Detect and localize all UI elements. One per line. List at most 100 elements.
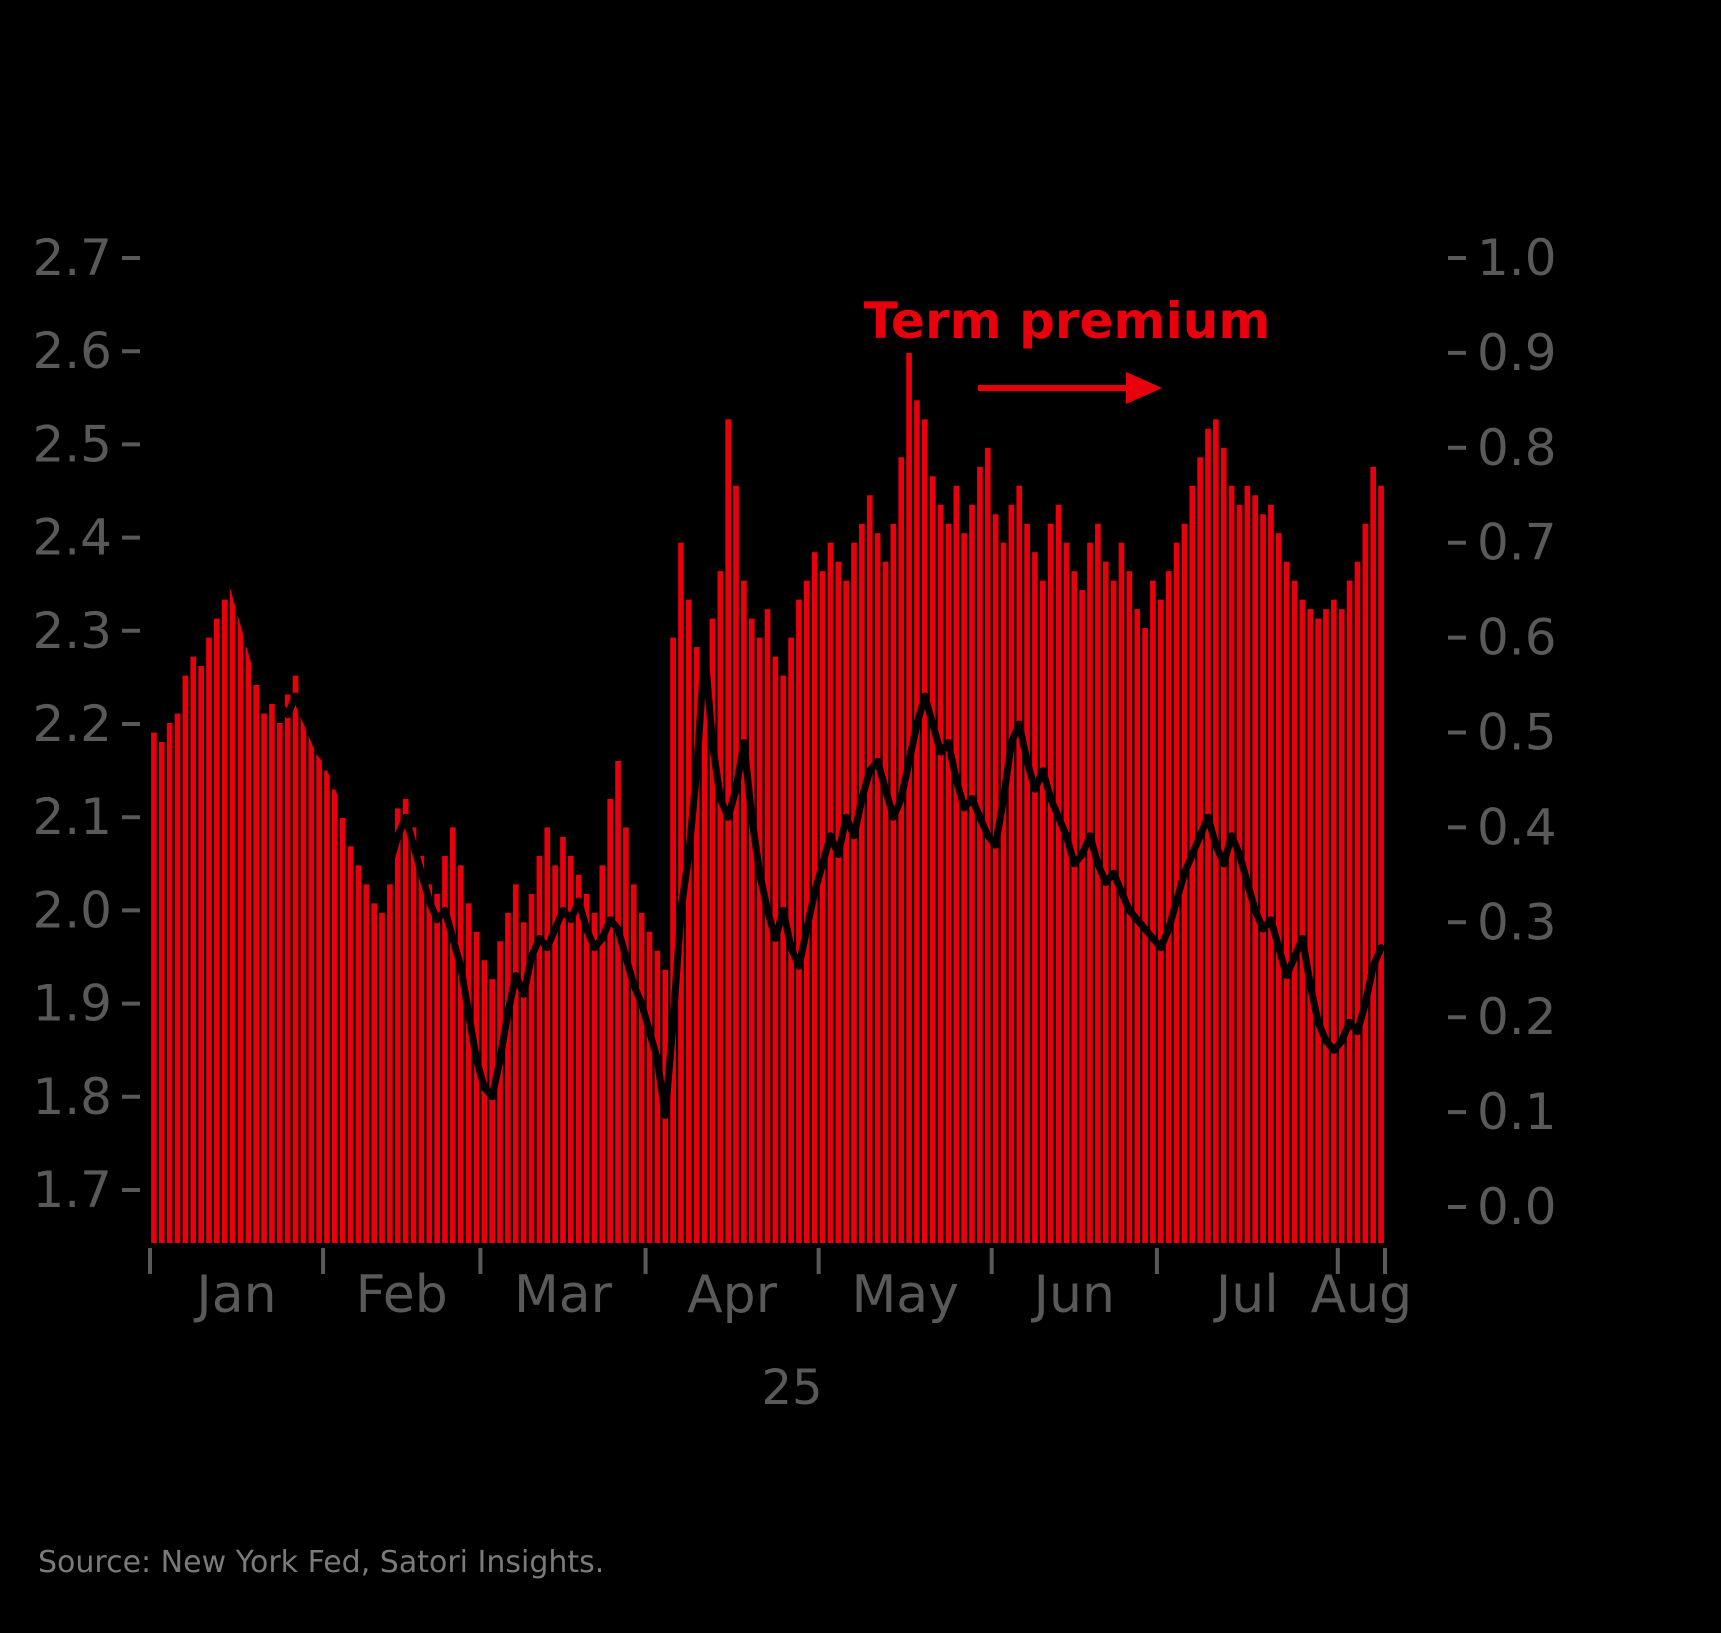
bar	[1000, 542, 1007, 1243]
bar	[1063, 542, 1070, 1243]
bar	[1228, 485, 1235, 1243]
bar	[214, 618, 220, 1243]
bar	[1291, 580, 1298, 1243]
bar	[1095, 523, 1101, 1243]
bar	[528, 893, 535, 1243]
x-axis-month-label: May	[851, 1265, 959, 1325]
bar	[748, 618, 755, 1243]
bar	[859, 523, 865, 1243]
bar	[599, 865, 606, 1243]
bar	[560, 836, 566, 1243]
bar	[158, 741, 165, 1243]
term-premium-arrow-icon	[978, 372, 1162, 404]
bar	[339, 817, 346, 1243]
bar	[512, 884, 519, 1243]
bar	[1150, 580, 1156, 1243]
right-axis-tick-label: 0.0	[1477, 1178, 1557, 1236]
bar	[308, 732, 315, 1243]
bar	[1268, 504, 1274, 1243]
bar	[1087, 542, 1093, 1243]
bar	[1165, 571, 1172, 1243]
right-axis-tick-label: 0.9	[1477, 324, 1557, 382]
bar	[819, 571, 826, 1243]
bar	[969, 504, 975, 1243]
bar	[481, 960, 488, 1243]
bar	[505, 912, 511, 1243]
bar	[890, 523, 897, 1243]
bar	[284, 694, 291, 1243]
bar	[843, 580, 849, 1243]
bar	[1323, 609, 1329, 1243]
bar	[835, 561, 842, 1243]
bar	[937, 504, 944, 1243]
bar	[929, 476, 936, 1243]
bar	[921, 419, 928, 1244]
right-axis: 1.0 0.9 0.8 0.7 0.6 0.5 0.4 0.3 0.2 0.1 0.0	[1448, 229, 1557, 1236]
bar	[654, 950, 661, 1243]
bar	[630, 884, 637, 1243]
bar	[945, 523, 952, 1243]
left-axis-tick-label: 1.8	[32, 1068, 112, 1126]
bar	[623, 827, 629, 1243]
bar	[1331, 599, 1337, 1243]
right-axis-tick-label: 0.2	[1477, 988, 1557, 1046]
bar	[1275, 533, 1282, 1243]
bar	[324, 770, 330, 1243]
bar	[174, 713, 181, 1243]
bar	[300, 713, 307, 1243]
bar	[1299, 599, 1306, 1243]
bar	[465, 903, 472, 1243]
x-axis-month-label: Jun	[1031, 1265, 1115, 1325]
bar	[1205, 428, 1211, 1243]
left-axis-tick-label: 2.7	[32, 229, 112, 287]
bar	[693, 647, 700, 1243]
bar	[615, 760, 621, 1243]
right-axis-tick-label: 0.8	[1477, 419, 1557, 477]
bar	[332, 789, 338, 1243]
bar	[568, 855, 574, 1243]
bar	[866, 495, 873, 1243]
bars-group	[151, 352, 1384, 1244]
bar	[245, 647, 252, 1243]
x-axis-month-label: Jul	[1213, 1265, 1279, 1325]
bar	[1032, 552, 1038, 1243]
bar	[717, 571, 724, 1243]
bar	[418, 855, 425, 1243]
bar	[874, 533, 881, 1243]
bar	[1338, 609, 1345, 1243]
bar	[292, 675, 299, 1243]
x-axis-month-label: Jan	[193, 1265, 276, 1325]
right-axis-tick-label: 0.5	[1477, 704, 1557, 762]
x-axis-month-label: Feb	[356, 1265, 448, 1325]
bar	[379, 912, 385, 1243]
bar	[1236, 504, 1243, 1243]
bar	[733, 485, 739, 1243]
bar	[1134, 609, 1141, 1243]
annotation-term-premium: Term premium	[864, 292, 1271, 350]
left-axis-tick-label: 2.2	[32, 695, 112, 753]
bar	[772, 656, 779, 1243]
bar	[229, 580, 236, 1243]
bar	[1197, 457, 1203, 1243]
bar	[961, 533, 967, 1243]
bar	[1362, 523, 1369, 1243]
bar	[387, 884, 393, 1243]
bar	[1307, 609, 1314, 1243]
left-axis-tick-label: 1.7	[32, 1161, 112, 1219]
x-axis: Jan Feb Mar Apr May Jun Jul Aug	[148, 1248, 1412, 1325]
bar	[1220, 447, 1227, 1243]
bar	[261, 713, 267, 1243]
x-axis-month-label: Apr	[687, 1265, 778, 1325]
bar	[686, 599, 692, 1243]
bar	[953, 485, 960, 1243]
bar	[497, 941, 503, 1243]
bar	[977, 466, 983, 1243]
bar	[646, 931, 653, 1243]
right-axis-tick-label: 0.4	[1477, 798, 1557, 856]
bar	[1055, 504, 1062, 1243]
bar	[450, 827, 456, 1243]
bar	[575, 874, 582, 1243]
bar	[426, 884, 433, 1243]
